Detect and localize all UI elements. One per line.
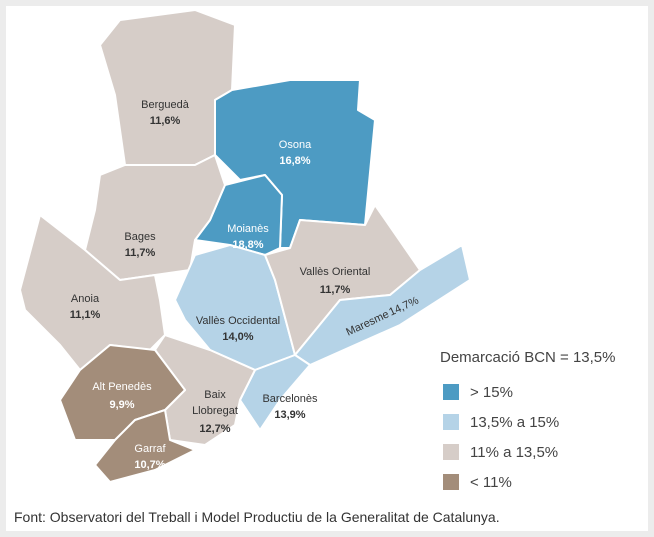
- region-label: 16,8%: [279, 155, 310, 167]
- region-label: 10,7%: [134, 459, 165, 471]
- region: [214, 79, 376, 249]
- region-label: Baix: [204, 389, 226, 401]
- legend-swatch: [443, 444, 459, 460]
- region-label: 12,7%: [199, 423, 230, 435]
- source-note: Font: Observatori del Treball i Model Pr…: [14, 509, 500, 525]
- region-label: 11,1%: [70, 309, 101, 321]
- region-label: Alt Penedès: [92, 381, 152, 393]
- region-label: 13,9%: [274, 409, 305, 421]
- region-label: 9,9%: [109, 399, 134, 411]
- region-label: Bages: [124, 231, 156, 243]
- region-label: 14,0%: [222, 331, 253, 343]
- region-label: 18,8%: [232, 239, 263, 251]
- legend-label: 13,5% a 15%: [470, 414, 559, 431]
- region-label: Moianès: [227, 223, 269, 235]
- legend-swatch: [443, 474, 459, 490]
- region-label: Anoia: [71, 293, 100, 305]
- region-label: Osona: [279, 139, 312, 151]
- region-label: Vallès Oriental: [300, 266, 371, 278]
- region-label: Vallès Occidental: [196, 315, 280, 327]
- legend-title: Demarcació BCN = 13,5%: [440, 349, 616, 366]
- region-label: Berguedà: [141, 99, 190, 111]
- legend-label: > 15%: [470, 384, 513, 401]
- region-label: Barcelonès: [262, 393, 318, 405]
- legend-label: < 11%: [470, 474, 512, 491]
- legend-swatch: [443, 414, 459, 430]
- legend-label: 11% a 13,5%: [470, 444, 558, 461]
- legend-swatch: [443, 384, 459, 400]
- region-label: 11,6%: [150, 115, 181, 127]
- region-label: 11,7%: [320, 284, 351, 296]
- region-label: Garraf: [134, 443, 166, 455]
- region-label: Llobregat: [192, 405, 238, 417]
- region-label: 11,7%: [125, 247, 156, 259]
- region: [94, 409, 196, 483]
